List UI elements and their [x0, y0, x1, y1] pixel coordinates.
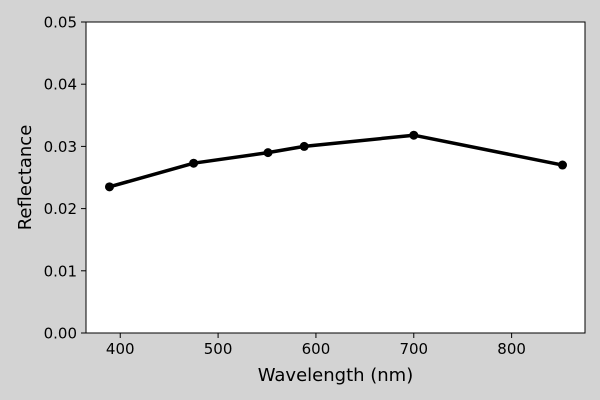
- x-tick-label: 700: [399, 340, 428, 358]
- x-tick-label: 500: [204, 340, 233, 358]
- plot-area: [86, 22, 585, 333]
- data-point: [104, 182, 114, 192]
- data-point: [557, 160, 567, 170]
- y-tick-label: 0.00: [44, 325, 77, 343]
- y-tick-label: 0.03: [44, 138, 77, 156]
- series-line: [107, 133, 565, 189]
- y-axis-ticks: 0.00 0.01 0.02 0.03 0.04 0.05: [44, 14, 86, 343]
- x-tick-label: 400: [106, 340, 135, 358]
- data-point: [189, 158, 199, 168]
- series-layer: [104, 130, 567, 192]
- y-tick-label: 0.02: [44, 200, 77, 218]
- data-point: [299, 141, 309, 151]
- y-tick-label: 0.01: [44, 262, 77, 280]
- plot-frame: [85, 21, 586, 334]
- data-point: [263, 148, 273, 158]
- y-axis-label: Reflectance: [15, 125, 36, 231]
- x-axis-ticks: 400 500 600 700 800: [106, 333, 526, 358]
- data-point: [409, 130, 419, 140]
- x-tick-label: 800: [497, 340, 526, 358]
- y-tick-label: 0.05: [44, 14, 77, 32]
- y-tick-label: 0.04: [44, 76, 77, 94]
- x-axis-label: Wavelength (nm): [258, 365, 414, 386]
- x-tick-label: 600: [302, 340, 331, 358]
